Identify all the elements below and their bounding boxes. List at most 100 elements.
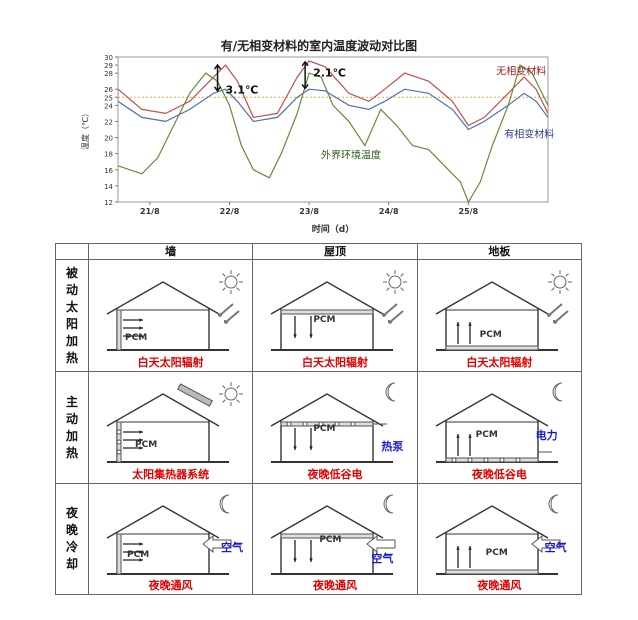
sun-ray	[236, 385, 240, 389]
sun-ray	[222, 287, 226, 291]
amplitude-arrow-2-head	[301, 60, 309, 67]
heat-arrow-head	[309, 446, 314, 450]
cell-caption: 夜晚通风	[148, 579, 193, 592]
series-line-1	[117, 88, 549, 131]
pcm-label: PCM	[475, 430, 498, 440]
heat-arrow-head	[467, 546, 472, 550]
sun-ray	[236, 399, 240, 403]
sun-icon	[224, 387, 238, 401]
column-header-floor: 地板	[416, 243, 583, 260]
y-tick-label: 14	[104, 183, 113, 191]
x-tick-label: 23/8	[299, 207, 319, 216]
pipe-node	[286, 421, 292, 427]
sun-ray	[400, 273, 405, 277]
y-tick-label: 16	[104, 167, 113, 175]
x-tick-label: 24/8	[379, 207, 399, 216]
y-tick-label: 29	[104, 62, 113, 70]
pipe-node	[302, 421, 308, 427]
cell-caption: 白天太阳辐射	[137, 356, 204, 369]
roof-outline	[270, 393, 384, 427]
sun-icon	[553, 275, 567, 289]
y-tick-label: 28	[104, 70, 113, 78]
annotation-0: 3.1℃	[226, 83, 259, 96]
heat-arrow-head	[139, 318, 143, 322]
y-tick-label: 20	[104, 135, 113, 143]
y-tick-label: 22	[104, 118, 113, 126]
heat-arrow-head	[467, 434, 472, 438]
pipe-node	[334, 421, 340, 427]
heat-arrow-head	[139, 326, 143, 330]
pcm-label: PCM	[127, 550, 150, 560]
y-tick-label: 26	[104, 86, 113, 94]
heat-arrow-head	[139, 446, 143, 450]
sun-ray	[222, 399, 226, 403]
heat-arrow-head	[455, 546, 460, 550]
row-label-active-heating: 主动加热	[55, 371, 89, 484]
cell-caption: 太阳集热器系统	[132, 468, 210, 481]
heat-arrow-head	[455, 434, 460, 438]
pcm-label: PCM	[125, 333, 148, 343]
pipe-node	[350, 421, 356, 427]
radiation-arrow	[388, 310, 404, 324]
amplitude-arrow-2-tail	[301, 83, 309, 90]
cell-cooling-floor: PCM 空气 夜晚通风	[416, 483, 583, 595]
moon-icon	[548, 494, 558, 514]
pcm-application-table: 墙 屋顶 地板 被动太阳加热 PCM 白天太阳辐射 PCM 白天太阳辐射 PCM…	[55, 243, 583, 595]
pcm-wall-layer	[116, 309, 122, 351]
sun-ray	[236, 287, 240, 291]
sun-ray	[400, 287, 405, 291]
roof-outline	[270, 505, 384, 539]
column-header-roof: 屋顶	[252, 243, 418, 260]
side-label: 空气	[221, 541, 243, 554]
corner-cell	[55, 243, 89, 260]
cell-active-floor: PCM 电力 夜晚低谷电	[416, 371, 583, 484]
cell-passive-roof: PCM 白天太阳辐射	[252, 259, 418, 372]
heat-arrow-head	[293, 558, 298, 562]
sun-ray	[236, 273, 240, 277]
radiation-arrow	[382, 303, 398, 317]
cell-active-wall: PCM 太阳集热器系统	[87, 371, 254, 484]
pcm-label: PCM	[313, 315, 336, 325]
roof-outline	[435, 505, 549, 539]
y-tick-label: 24	[104, 102, 113, 110]
radiation-arrow	[552, 310, 569, 324]
column-header-wall: 墙	[87, 243, 254, 260]
x-axis-label: 时间（d）	[312, 223, 354, 235]
annotation-3: 有相变材料	[504, 128, 554, 141]
pipe-node	[116, 439, 122, 445]
moon-icon	[552, 382, 562, 402]
moon-icon	[219, 494, 230, 514]
roof-outline	[270, 281, 384, 315]
pcm-label: PCM	[319, 535, 342, 545]
moon-icon	[385, 382, 396, 402]
pcm-label: PCM	[313, 424, 336, 434]
side-label: 热泵	[381, 440, 404, 453]
pcm-floor-layer	[445, 457, 539, 463]
chart-title: 有/无相变材料的室内温度波动对比图	[220, 39, 418, 53]
sun-icon	[388, 275, 402, 289]
pcm-wall-layer	[116, 533, 122, 575]
annotation-2: 无相变材料	[496, 65, 546, 78]
cell-passive-floor: PCM 白天太阳辐射	[416, 259, 583, 372]
sun-ray	[550, 287, 555, 291]
sun-ray	[386, 273, 391, 277]
amplitude-arrow-1-head	[213, 63, 222, 70]
sun-icon	[224, 275, 238, 289]
heat-arrow-head	[139, 558, 143, 562]
heat-arrow-head	[309, 558, 314, 562]
air-flow-arrow	[202, 534, 232, 554]
sun-ray	[564, 287, 569, 291]
pipe-node	[116, 449, 122, 455]
heat-arrow-head	[139, 542, 143, 546]
roof-outline	[435, 393, 549, 427]
side-label: 电力	[535, 429, 558, 442]
heat-arrow-head	[139, 334, 143, 338]
radiation-arrow	[218, 303, 234, 317]
radiation-arrow	[546, 303, 563, 317]
side-label: 空气	[544, 541, 567, 554]
y-tick-label: 12	[104, 199, 113, 207]
x-tick-label: 21/8	[140, 207, 160, 216]
moon-icon	[383, 494, 394, 514]
sun-ray	[564, 273, 569, 277]
